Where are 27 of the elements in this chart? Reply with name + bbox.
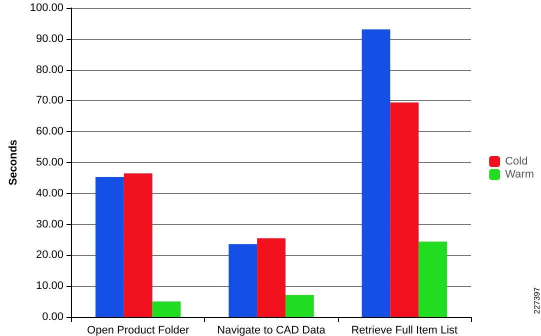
y-tick-label: 50.00 bbox=[36, 156, 64, 168]
y-tick-label: 100.00 bbox=[30, 2, 64, 14]
y-tick-label: 60.00 bbox=[36, 126, 64, 138]
text: 227397 bbox=[532, 286, 541, 314]
bar bbox=[228, 244, 258, 317]
y-tick-label: 40.00 bbox=[36, 187, 64, 200]
x-tick-label: Navigate to CAD Data bbox=[217, 324, 326, 336]
y-tick-label: 20.00 bbox=[36, 249, 64, 262]
bar bbox=[96, 177, 124, 317]
y-tick-label: 90.00 bbox=[36, 32, 64, 45]
y-tick-label: 80.00 bbox=[36, 64, 64, 76]
x-tick-label: Retrieve Full Item List bbox=[351, 324, 458, 336]
x-tick-label: Open Product Folder bbox=[87, 324, 190, 336]
y-tick-label: 10.00 bbox=[36, 280, 64, 292]
bar bbox=[362, 29, 390, 317]
y-tick-label: 0.00 bbox=[42, 311, 64, 323]
bar bbox=[285, 295, 314, 317]
y-tick-label: 70.00 bbox=[36, 94, 64, 107]
legend-label: Warm bbox=[505, 168, 534, 180]
bar bbox=[418, 242, 448, 317]
bar bbox=[257, 238, 286, 317]
legend-label: Cold bbox=[505, 156, 528, 168]
y-axis-title: Seconds bbox=[8, 140, 20, 186]
bar bbox=[124, 173, 152, 317]
bar bbox=[152, 302, 181, 317]
bar bbox=[390, 102, 419, 317]
y-tick-label: 30.00 bbox=[36, 218, 64, 230]
